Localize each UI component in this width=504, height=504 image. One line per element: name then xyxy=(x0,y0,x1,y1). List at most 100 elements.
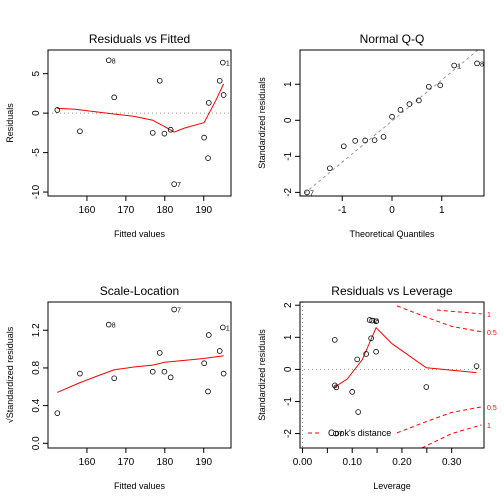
smoother-line xyxy=(57,355,224,393)
data-point xyxy=(216,348,223,354)
x-tick-label: 190 xyxy=(195,457,212,468)
data-point xyxy=(327,165,333,172)
data-point xyxy=(451,62,457,69)
x-axis-label: Theoretical Quantiles xyxy=(349,229,435,239)
data-point xyxy=(77,370,83,377)
cooks-contour-label: 0.5 xyxy=(487,405,497,412)
y-tick-label: 0.8 xyxy=(31,361,42,375)
cooks-distance-contour xyxy=(436,309,482,315)
data-point xyxy=(363,351,369,357)
data-point xyxy=(473,363,480,369)
x-tick-label: -1 xyxy=(338,205,347,216)
data-point xyxy=(171,306,177,313)
data-point xyxy=(406,101,413,107)
point-label: 8 xyxy=(112,58,116,65)
point-label: 1 xyxy=(226,61,230,68)
data-point xyxy=(373,318,379,325)
y-tick-label: 0 xyxy=(283,117,294,123)
data-point xyxy=(156,77,163,84)
point-label: 7 xyxy=(177,308,181,315)
data-point xyxy=(371,137,378,143)
data-point xyxy=(220,92,227,98)
x-tick-label: 160 xyxy=(79,457,96,468)
data-point xyxy=(373,348,379,355)
data-point xyxy=(161,368,168,375)
plot-area xyxy=(300,50,480,196)
x-tick-label: 190 xyxy=(195,205,212,216)
y-tick-label: -1 xyxy=(283,397,294,406)
data-point xyxy=(366,317,373,323)
smoother-line xyxy=(334,326,477,388)
point-label: 7 xyxy=(339,432,343,439)
plot-frame xyxy=(47,49,232,197)
data-point xyxy=(111,94,117,101)
x-tick-label: 0.30 xyxy=(442,457,462,468)
y-tick-label: 1.2 xyxy=(31,323,42,337)
x-tick-label: 1 xyxy=(439,205,445,216)
data-point xyxy=(149,368,156,375)
data-point xyxy=(332,337,338,343)
panel-1: 8 7 1 160 170 180 190 -10 -5 0 5 Residuals vs Fitte… xyxy=(5,32,232,239)
y-axis-label: Residuals xyxy=(5,103,15,143)
x-tick-label: 170 xyxy=(118,205,135,216)
y-tick-label: -10 xyxy=(31,184,42,199)
point-label: 8 xyxy=(375,319,379,326)
point-label: 1 xyxy=(457,64,461,71)
plot-area xyxy=(48,57,231,187)
y-tick-label: 0 xyxy=(31,110,42,116)
y-tick-label: 1 xyxy=(283,334,294,340)
cooks-contour-label: 1 xyxy=(487,312,491,319)
y-tick-label: -2 xyxy=(283,188,294,197)
point-label: 7 xyxy=(177,182,181,189)
data-point xyxy=(355,409,361,415)
data-point xyxy=(362,137,368,144)
x-tick-label: 180 xyxy=(156,205,173,216)
plot-area xyxy=(300,302,484,448)
y-axis-label: √Standardized residuals xyxy=(5,326,15,423)
data-point xyxy=(425,83,432,90)
data-point xyxy=(423,384,430,390)
x-axis-label: Fitted values xyxy=(114,229,166,239)
y-tick-label: 1 xyxy=(283,81,294,87)
data-point xyxy=(167,126,174,133)
point-label: 8 xyxy=(480,61,484,68)
data-point xyxy=(205,155,211,161)
data-point xyxy=(105,57,112,64)
data-point xyxy=(167,374,174,381)
y-axis-label: Standardized residuals xyxy=(257,329,267,421)
x-tick-label: 160 xyxy=(79,205,96,216)
data-point xyxy=(201,360,207,367)
cooks-contour-label: 0.5 xyxy=(487,330,497,337)
data-point xyxy=(389,113,395,120)
data-point xyxy=(349,389,356,395)
data-point xyxy=(437,82,444,89)
data-point xyxy=(77,128,83,135)
data-point xyxy=(54,107,61,113)
x-tick-label: 0.00 xyxy=(293,457,313,468)
point-label: 7 xyxy=(310,190,314,197)
data-point xyxy=(354,356,360,363)
y-tick-label: 5 xyxy=(31,70,42,76)
panel-3: 8 7 1 160 170 180 190 0.0 0.4 0.8 1.2 Scale-Locatio… xyxy=(5,284,232,491)
plot-frame xyxy=(299,301,485,449)
cooks-distance-contour xyxy=(396,406,482,434)
data-point xyxy=(105,321,112,328)
data-point xyxy=(171,181,177,187)
data-point xyxy=(368,335,374,342)
y-tick-label: 0 xyxy=(283,366,294,372)
data-point xyxy=(397,107,404,113)
legend-label: Cook's distance xyxy=(328,428,391,438)
data-point xyxy=(206,332,212,338)
y-axis-label: Standardized residuals xyxy=(257,77,267,169)
x-tick-label: 0.10 xyxy=(342,457,362,468)
data-point xyxy=(205,388,211,395)
panel-title: Scale-Location xyxy=(100,284,179,298)
y-tick-label: -5 xyxy=(31,148,42,157)
plot-area xyxy=(54,306,227,416)
panel-title: Residuals vs Leverage xyxy=(331,284,453,298)
data-point xyxy=(474,60,480,67)
data-point xyxy=(416,97,422,104)
x-tick-label: 170 xyxy=(118,457,135,468)
